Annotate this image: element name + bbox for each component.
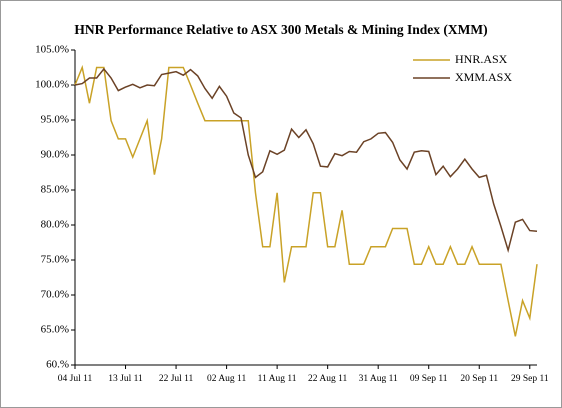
y-tick-label: 65.0% bbox=[41, 324, 69, 336]
x-tick-label: 11 Aug 11 bbox=[258, 374, 297, 384]
chart-title: HNR Performance Relative to ASX 300 Meta… bbox=[74, 22, 487, 37]
x-tick-label: 22 Aug 11 bbox=[308, 374, 347, 384]
x-tick-label: 04 Jul 11 bbox=[58, 374, 93, 384]
y-tick-label: 75.0% bbox=[41, 254, 69, 266]
y-tick-label: 100.0% bbox=[35, 79, 69, 91]
series-line bbox=[74, 64, 538, 337]
x-tick-label: 09 Sep 11 bbox=[410, 374, 448, 384]
x-tick-label: 31 Aug 11 bbox=[359, 374, 398, 384]
y-tick-label: 70.0% bbox=[41, 289, 69, 301]
legend-label: HNR.ASX bbox=[455, 52, 508, 66]
x-tick-label: 29 Sep 11 bbox=[511, 374, 549, 384]
x-tick-label: 20 Sep 11 bbox=[460, 374, 498, 384]
y-tick-label: 60.% bbox=[46, 359, 69, 371]
y-tick-label: 105.0% bbox=[35, 44, 69, 56]
y-tick-label: 90.0% bbox=[41, 149, 69, 161]
legend-label: XMM.ASX bbox=[455, 70, 512, 84]
x-tick-label: 02 Aug 11 bbox=[207, 374, 246, 384]
x-tick-label: 22 Jul 11 bbox=[159, 374, 194, 384]
x-tick-label: 13 Jul 11 bbox=[108, 374, 143, 384]
series-line bbox=[74, 67, 538, 253]
y-tick-label: 85.0% bbox=[41, 184, 69, 196]
y-tick-label: 80.0% bbox=[41, 219, 69, 231]
y-tick-label: 95.0% bbox=[41, 114, 69, 126]
